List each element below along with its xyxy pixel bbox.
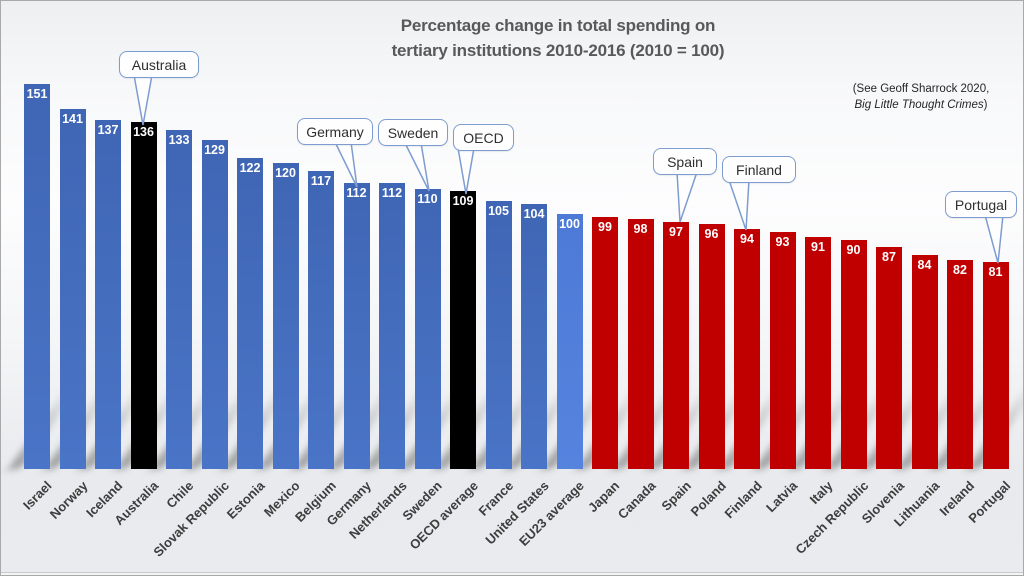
bar-sweden: 110 (414, 188, 441, 469)
axis-label-italy: Italy (806, 478, 836, 508)
value-label-oecd-average: 109 (452, 194, 474, 209)
value-label-mexico: 120 (275, 166, 296, 180)
axis-label-latvia: Latvia (762, 478, 801, 516)
axis-label-finland: Finland (721, 478, 765, 522)
bar-australia: 136 (130, 122, 157, 469)
bar-poland: 96 (698, 224, 725, 469)
bar-norway: 141 (59, 109, 86, 469)
bar-portugal: 81 (982, 262, 1009, 469)
bar-iceland: 137 (95, 119, 121, 469)
value-label-lithuania: 84 (917, 257, 932, 272)
source-note-line1: (See Geoff Sharrock 2020, (852, 83, 990, 95)
axis-label-estonia: Estonia (223, 478, 268, 522)
chart-title: Percentage change in total spending on t… (253, 14, 863, 63)
value-label-estonia: 122 (239, 160, 261, 175)
callout-portugal: Portugal (945, 191, 1017, 218)
value-label-ireland: 82 (953, 262, 967, 277)
value-label-latvia: 93 (775, 234, 790, 249)
bar-latvia: 93 (769, 231, 796, 469)
bar-canada: 98 (627, 219, 654, 469)
bar-ireland: 82 (947, 259, 973, 469)
value-label-sweden: 110 (417, 191, 438, 206)
callout-spain: Spain (653, 148, 717, 175)
axis-label-norway: Norway (46, 478, 91, 522)
value-label-norway: 141 (62, 112, 83, 127)
bar-france: 105 (485, 201, 512, 469)
callout-australia: Australia (119, 51, 199, 78)
chart-title-line2: tertiary institutions 2010-2016 (2010 = … (391, 40, 725, 60)
callout-finland: Finland (722, 156, 796, 183)
value-label-united-states: 104 (523, 206, 545, 221)
bar-slovenia: 87 (876, 247, 902, 469)
bar-netherlands: 112 (379, 183, 405, 469)
axis-label-canada: Canada (614, 478, 659, 522)
value-label-chile: 133 (168, 132, 190, 147)
value-label-italy: 91 (811, 239, 825, 254)
bar-oecd-average: 109 (450, 191, 476, 469)
value-label-australia: 136 (133, 125, 154, 140)
value-label-israel: 151 (26, 86, 48, 101)
value-label-germany: 112 (346, 186, 367, 201)
bar-lithuania: 84 (911, 254, 938, 469)
bar-united-states: 104 (521, 203, 547, 469)
bar-slovak-republic: 129 (201, 140, 228, 469)
value-label-portugal: 81 (988, 265, 1003, 280)
bar-israel: 151 (24, 83, 50, 469)
value-label-iceland: 137 (97, 122, 119, 137)
bar-germany: 112 (343, 183, 370, 469)
value-label-france: 105 (488, 204, 509, 219)
bar-belgium: 117 (308, 170, 334, 469)
value-label-canada: 98 (633, 222, 648, 237)
bar-italy: 91 (805, 236, 831, 469)
bar-spain: 97 (663, 221, 689, 469)
bar-estonia: 122 (237, 157, 263, 469)
value-label-slovenia: 87 (882, 250, 896, 265)
bar-eu23-average: 100 (556, 214, 583, 469)
value-label-eu23-average: 100 (559, 217, 580, 231)
callout-sweden: Sweden (378, 119, 448, 146)
value-label-spain: 97 (669, 224, 683, 239)
bar-japan: 99 (592, 216, 618, 469)
value-label-netherlands: 112 (381, 186, 403, 201)
callout-germany: Germany (297, 118, 373, 145)
bar-finland: 94 (734, 229, 760, 469)
bar-mexico: 120 (272, 163, 299, 469)
value-label-poland: 96 (704, 227, 719, 242)
value-label-finland: 94 (740, 232, 754, 247)
chart-title-line1: Percentage change in total spending on (400, 16, 716, 35)
floor-line (1, 572, 1023, 575)
value-label-japan: 99 (598, 219, 612, 234)
bar-czech-republic: 90 (840, 239, 867, 469)
source-note: (See Geoff Sharrock 2020, Big Little Tho… (823, 81, 1019, 113)
callout-oecd: OECD (453, 124, 514, 151)
axis-label-poland: Poland (687, 478, 730, 520)
value-label-slovak-republic: 129 (204, 143, 225, 158)
value-label-belgium: 117 (310, 173, 332, 188)
value-label-czech-republic: 90 (846, 242, 861, 257)
bar-chile: 133 (166, 129, 192, 469)
source-note-line2: Big Little Thought Crimes) (854, 99, 988, 112)
